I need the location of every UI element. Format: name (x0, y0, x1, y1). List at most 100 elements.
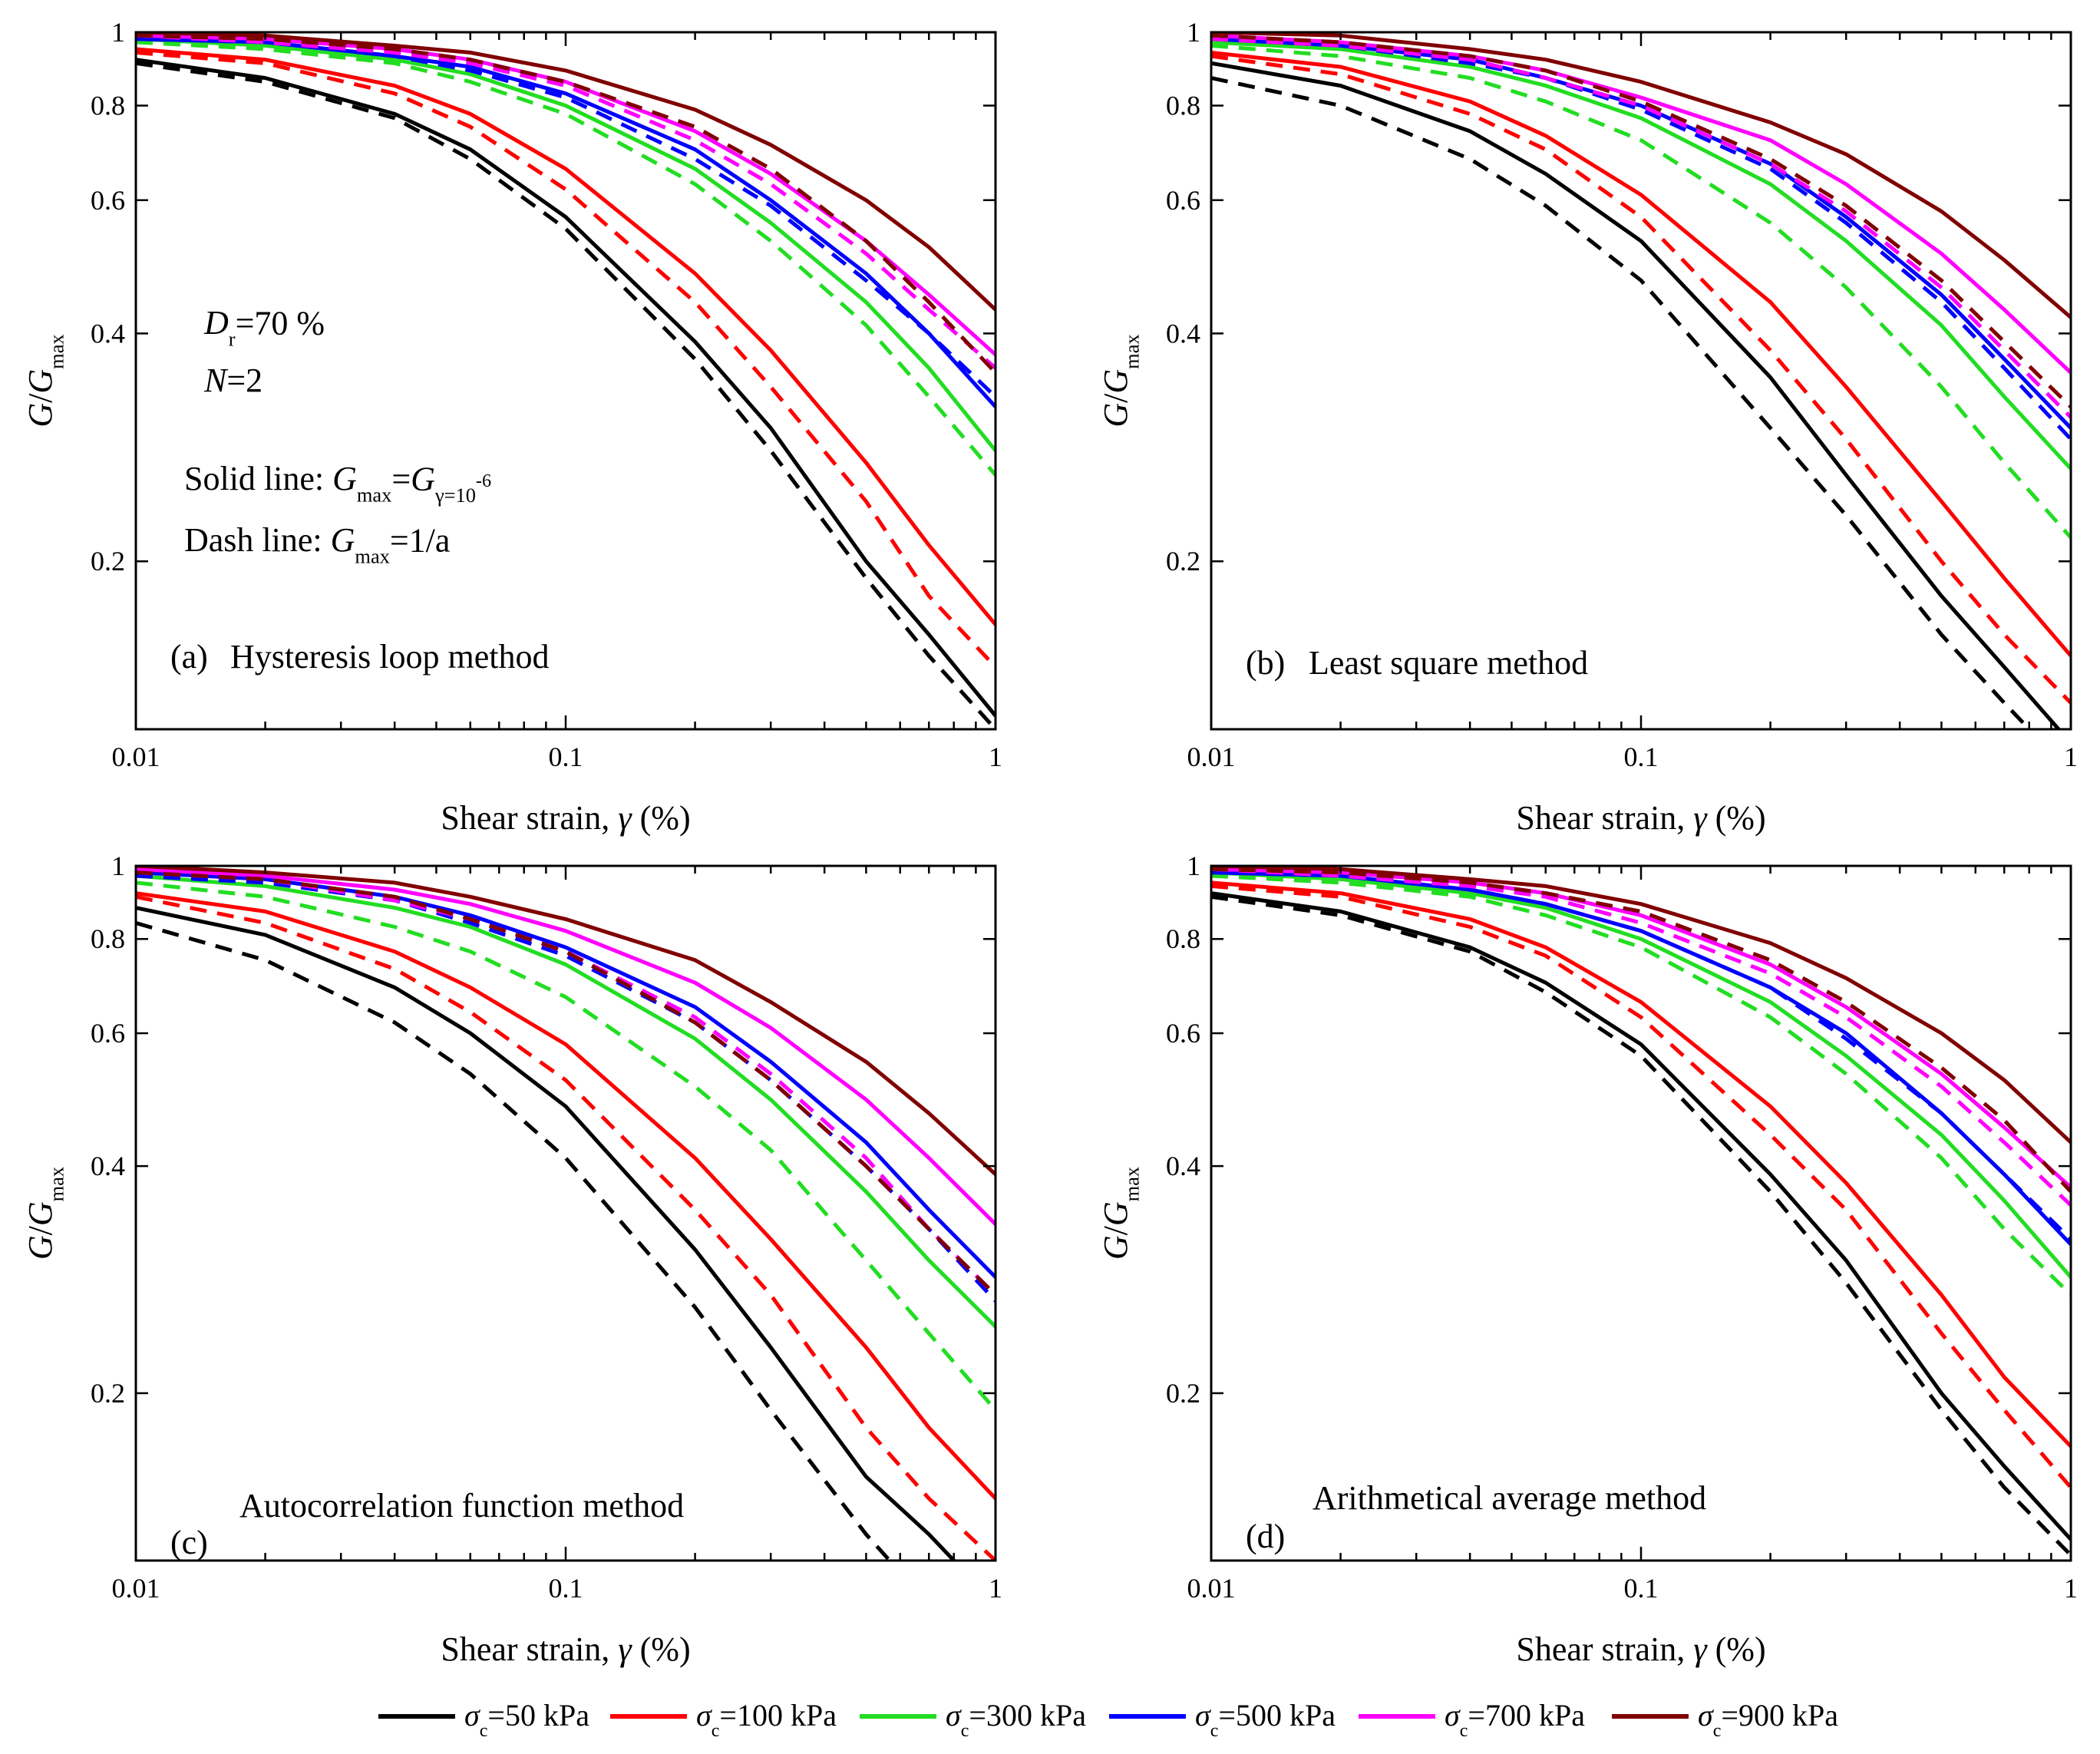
y-axis-title: G/Gmax (21, 334, 68, 427)
series-line-300kpa-dash (136, 40, 996, 477)
y-axis-title: G/Gmax (21, 1167, 68, 1260)
series-line-500kpa-solid (1211, 870, 2071, 1246)
series-line-100kpa-solid (1211, 880, 2071, 1448)
solid-line-annotation: Solid line: Gmax=Gγ=10-6 (184, 460, 491, 507)
plot-frame (134, 864, 997, 1562)
n-annotation: N=2 (203, 362, 262, 399)
y-tick-label: 0.2 (1166, 1378, 1200, 1409)
y-tick-label: 1 (1187, 17, 1200, 48)
y-tick-label: 0.4 (1166, 318, 1200, 348)
x-tick-label: 0.01 (112, 1573, 160, 1604)
series-line-900kpa-dash (136, 870, 996, 1297)
x-tick-label: 0.1 (1624, 1573, 1659, 1604)
series-line-50kpa-solid (1211, 61, 2062, 729)
y-tick-label: 0.2 (91, 1378, 125, 1409)
y-tick-label: 1 (1187, 851, 1200, 881)
panel-label: (c) (170, 1524, 208, 1561)
x-tick-label: 1 (989, 1573, 1002, 1604)
series-line-500kpa-dash (136, 874, 996, 1303)
y-axis-title: G/Gmax (1097, 334, 1143, 427)
series-line-50kpa-solid (136, 906, 957, 1561)
y-tick-label: 0.2 (91, 546, 125, 576)
dr-annotation: Dr=70 % (203, 304, 325, 350)
legend-label: σc=300 kPa (946, 1698, 1086, 1741)
y-tick-label: 1 (111, 17, 125, 48)
method-label: Hysteresis loop method (230, 638, 550, 676)
legend-item: σc=50 kPa (378, 1698, 589, 1741)
legend-label: σc=900 kPa (1698, 1698, 1838, 1741)
series-line-50kpa-dash (136, 61, 996, 729)
x-axis-title: Shear strain, γ (%) (441, 799, 690, 837)
series-line-700kpa-dash (136, 33, 996, 370)
series-line-900kpa-solid (136, 866, 996, 1176)
series-group (136, 32, 996, 729)
y-tick-label: 0.8 (1166, 91, 1200, 121)
x-axis-title: Shear strain, γ (%) (441, 1630, 690, 1668)
plot-frame (1210, 864, 2072, 1562)
y-tick-label: 0.6 (91, 1018, 125, 1049)
legend-label: σc=700 kPa (1445, 1698, 1585, 1741)
series-line-100kpa-dash (1211, 54, 2071, 705)
x-tick-label: 1 (2064, 742, 2078, 772)
legend: σc=50 kPa σc=100 kPa σc=300 kPa σc=500 kPa σ… (378, 1698, 1838, 1741)
y-tick-label: 0.4 (1166, 1151, 1200, 1181)
series-line-100kpa-solid (136, 891, 996, 1500)
panel-label: (a) (170, 638, 208, 676)
series-line-50kpa-solid (1211, 891, 2071, 1541)
y-tick-label: 0.6 (1166, 1018, 1200, 1049)
series-line-300kpa-dash (1211, 44, 2071, 539)
y-tick-label: 0.8 (91, 91, 125, 121)
legend-label: σc=50 kPa (464, 1698, 589, 1741)
y-tick-label: 0.6 (91, 185, 125, 216)
series-line-700kpa-solid (136, 867, 996, 1226)
legend-item: σc=900 kPa (1612, 1698, 1838, 1741)
legend-item: σc=500 kPa (1109, 1698, 1336, 1741)
legend-label: σc=100 kPa (696, 1698, 837, 1741)
y-tick-label: 0.2 (1166, 546, 1200, 576)
legend-item: σc=100 kPa (610, 1698, 837, 1741)
y-tick-label: 0.4 (91, 1151, 125, 1181)
series-line-900kpa-solid (136, 32, 996, 312)
method-label: Autocorrelation function method (239, 1487, 684, 1524)
series-line-50kpa-dash (1211, 894, 2071, 1557)
panel-a: 0.01 0.1 1 0.2 0.4 0.6 0.8 1 Shear strain, γ (%)… (21, 17, 1002, 837)
legend-item: σc=300 kPa (860, 1698, 1086, 1741)
series-line-900kpa-dash (1211, 867, 2071, 1194)
plot-frame (1210, 31, 2072, 731)
x-axis-title: Shear strain, γ (%) (1516, 799, 1765, 837)
x-tick-label: 1 (989, 742, 1002, 772)
series-line-900kpa-dash (136, 33, 996, 375)
series-line-700kpa-dash (1211, 867, 2071, 1207)
plot-frame (134, 31, 997, 731)
x-tick-label: 1 (2064, 1573, 2078, 1604)
panel-c: 0.01 0.1 1 0.2 0.4 0.6 0.8 1 Shear strain, γ (%)… (21, 851, 1002, 1668)
series-line-300kpa-solid (1211, 40, 2071, 471)
series-line-300kpa-dash (1211, 874, 2071, 1297)
series-line-100kpa-dash (1211, 884, 2071, 1489)
x-tick-label: 0.1 (549, 1573, 583, 1604)
dash-line-annotation: Dash line: Gmax=1/a (184, 521, 450, 567)
series-line-100kpa-dash (136, 894, 996, 1561)
y-tick-label: 0.6 (1166, 185, 1200, 216)
series-line-700kpa-solid (1211, 867, 2071, 1189)
series-line-500kpa-solid (136, 37, 996, 408)
series-line-700kpa-dash (1211, 37, 2071, 419)
series-line-900kpa-solid (1211, 866, 2071, 1145)
legend-label: σc=500 kPa (1195, 1698, 1336, 1741)
panel-label: (b) (1246, 644, 1285, 682)
series-line-300kpa-solid (1211, 870, 2071, 1279)
series-line-100kpa-solid (136, 47, 996, 626)
y-tick-label: 0.8 (91, 923, 125, 954)
x-tick-label: 0.01 (1187, 742, 1236, 772)
series-line-100kpa-solid (1211, 51, 2071, 658)
x-axis-title: Shear strain, γ (%) (1516, 1630, 1765, 1668)
method-label: Least square method (1309, 644, 1588, 682)
y-axis-title: G/Gmax (1097, 1167, 1143, 1260)
legend-item: σc=700 kPa (1359, 1698, 1585, 1741)
method-label: Arithmetical average method (1312, 1479, 1706, 1517)
panel-d: 0.01 0.1 1 0.2 0.4 0.6 0.8 1 Shear strain, γ (%)… (1097, 851, 2078, 1668)
x-tick-label: 0.01 (1187, 1573, 1236, 1604)
series-line-900kpa-dash (1211, 33, 2071, 408)
series-line-50kpa-dash (1211, 76, 2032, 729)
